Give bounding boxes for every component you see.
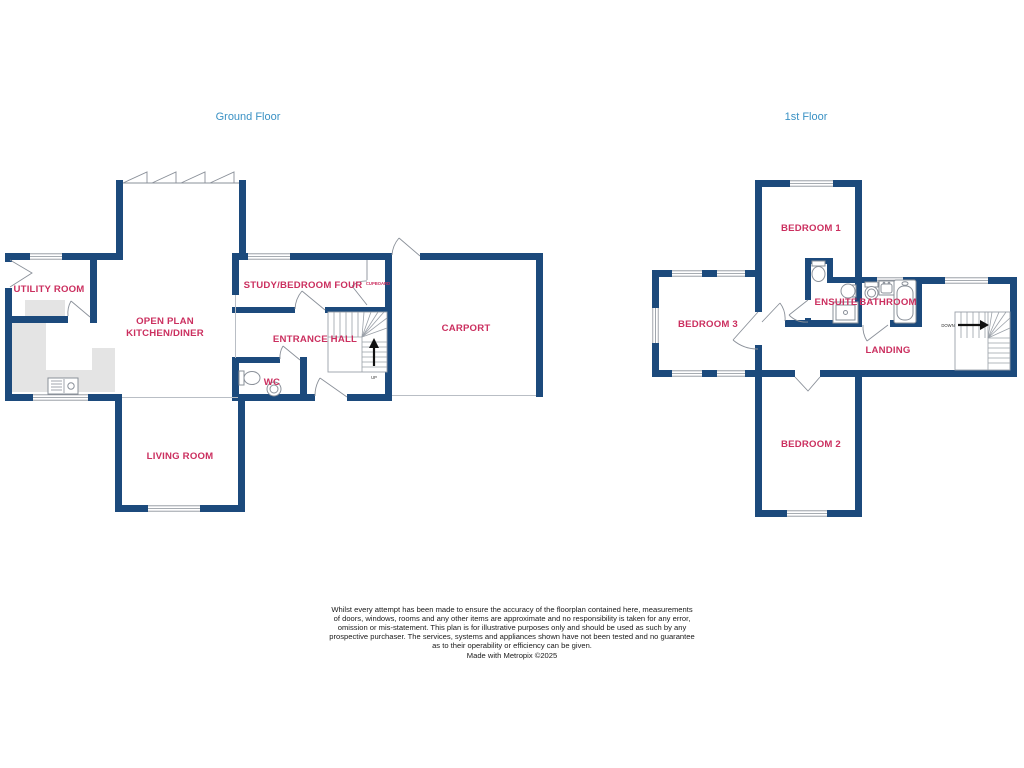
bifold-doors	[122, 171, 239, 184]
carport-side-door	[391, 237, 421, 257]
staircase-up: UP	[327, 311, 388, 380]
first-floor-plan: DOWN BEDROOM 1 BEDROOM 3 ENSUITE BATHROO…	[652, 180, 1017, 517]
first-floor-title: 1st Floor	[785, 111, 828, 123]
cupboard-door	[351, 280, 368, 306]
bathroom-toilet	[864, 281, 879, 300]
utility-external-door	[9, 259, 33, 288]
ensuite-toilet	[811, 260, 826, 282]
study-door	[294, 290, 326, 311]
disclaimer-line: of doors, windows, rooms and any other i…	[334, 614, 691, 623]
ground-floor-plan: UP UTILITY ROOM OPEN PLAN KITCHEN/DINER …	[5, 171, 543, 512]
bedroom1-label: BEDROOM 1	[781, 223, 841, 234]
ground-floor-walls	[5, 180, 543, 512]
ensuite-basin	[840, 283, 857, 299]
disclaimer-line: as to their operability or efficiency ca…	[432, 641, 592, 650]
disclaimer-credit: Made with Metropix ©2025	[467, 651, 557, 660]
bedroom2-door	[794, 376, 821, 392]
kitchen-sink	[47, 377, 79, 395]
staircase-down: DOWN	[941, 311, 1011, 371]
bedroom3-door	[732, 311, 759, 350]
cupboard-label: CUPBOARD	[366, 281, 390, 286]
entrance-hall-label: ENTRANCE HALL	[273, 334, 357, 345]
ground-floor-title: Ground Floor	[216, 111, 281, 123]
bathroom-basin	[878, 280, 895, 296]
utility-internal-door	[67, 300, 91, 318]
carport-label: CARPORT	[442, 323, 491, 334]
bathroom-label: BATHROOM	[859, 297, 916, 308]
wc-toilet	[238, 370, 261, 386]
kitchen-counters	[12, 300, 115, 392]
up-label: UP	[371, 375, 377, 380]
ensuite-shower	[832, 301, 859, 324]
disclaimer-line: prospective purchaser. The services, sys…	[329, 632, 694, 641]
living-room-label: LIVING ROOM	[147, 451, 214, 462]
bathtub	[893, 279, 917, 324]
disclaimer-line: Whilst every attempt has been made to en…	[331, 605, 693, 614]
ensuite-label: ENSUITE	[815, 297, 858, 308]
front-door	[314, 377, 348, 398]
study-label: STUDY/BEDROOM FOUR	[244, 280, 363, 291]
first-floor-windows	[652, 180, 988, 517]
wc-door	[279, 345, 301, 361]
ensuite-door	[788, 299, 809, 323]
utility-room-label: UTILITY ROOM	[14, 284, 85, 295]
wc-basin	[266, 381, 282, 397]
wc-label: WC	[264, 377, 280, 388]
bathroom-door	[862, 324, 889, 342]
bedroom2-label: BEDROOM 2	[781, 439, 841, 450]
ground-floor-doors	[9, 237, 421, 398]
ground-floor-windows	[30, 253, 290, 512]
bedroom1-door	[761, 302, 786, 323]
open-plan-label-line1: OPEN PLAN	[136, 316, 194, 327]
open-plan-label-line2: KITCHEN/DINER	[126, 328, 204, 339]
first-floor-doors	[732, 299, 889, 392]
down-label: DOWN	[941, 323, 954, 328]
disclaimer-line: omission or mis-statement. This plan is …	[338, 623, 687, 632]
disclaimer: Whilst every attempt has been made to en…	[329, 605, 694, 660]
bedroom3-label: BEDROOM 3	[678, 319, 738, 330]
landing-label: LANDING	[865, 345, 910, 356]
